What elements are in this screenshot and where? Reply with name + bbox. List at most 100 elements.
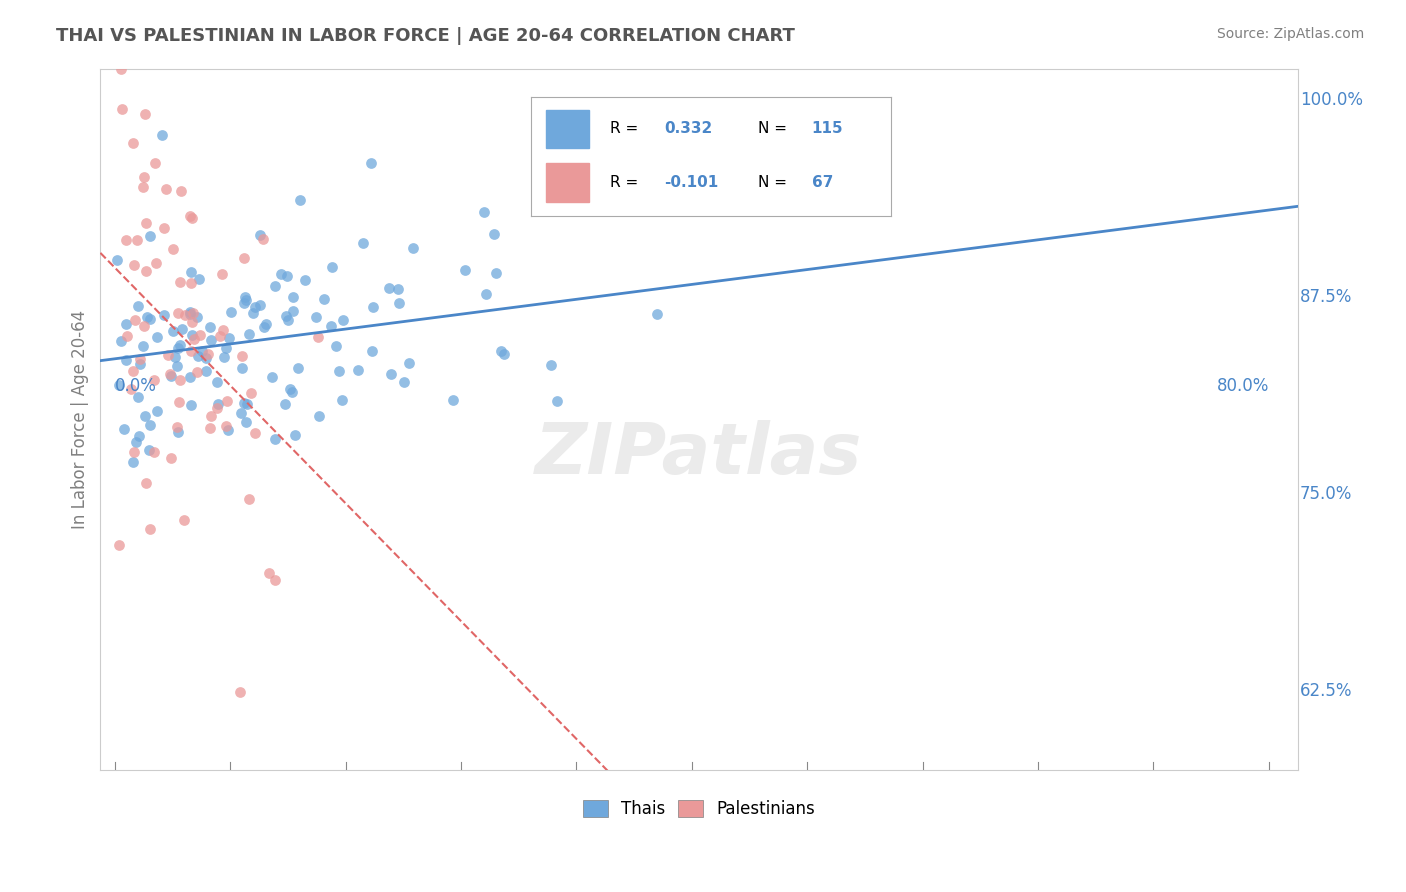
Point bbox=[186, 310, 208, 324]
Point bbox=[186, 365, 208, 379]
Point bbox=[121, 454, 143, 468]
Point bbox=[218, 330, 240, 344]
Point bbox=[134, 107, 156, 121]
Point bbox=[181, 328, 204, 343]
Point bbox=[546, 394, 568, 409]
Point bbox=[305, 310, 328, 325]
Point bbox=[540, 358, 562, 372]
Point bbox=[319, 319, 342, 334]
Text: THAI VS PALESTINIAN IN LABOR FORCE | AGE 20-64 CORRELATION CHART: THAI VS PALESTINIAN IN LABOR FORCE | AGE… bbox=[56, 27, 796, 45]
Point bbox=[233, 251, 256, 265]
Point bbox=[183, 305, 205, 319]
Point bbox=[235, 415, 257, 429]
Point bbox=[187, 272, 209, 286]
Point bbox=[257, 566, 280, 580]
Point bbox=[398, 356, 420, 370]
Point bbox=[380, 367, 402, 381]
Point bbox=[217, 423, 239, 437]
Point bbox=[181, 211, 204, 225]
Point bbox=[273, 397, 295, 411]
Point bbox=[187, 350, 209, 364]
Point bbox=[146, 403, 169, 417]
Point bbox=[197, 347, 219, 361]
Point bbox=[159, 368, 181, 382]
Text: 80.0%: 80.0% bbox=[1216, 377, 1268, 395]
Point bbox=[214, 341, 236, 355]
Point bbox=[180, 315, 202, 329]
Point bbox=[328, 364, 350, 378]
Point bbox=[105, 252, 128, 267]
Point bbox=[180, 265, 202, 279]
Point bbox=[180, 398, 202, 412]
Point bbox=[179, 209, 201, 223]
Point bbox=[212, 350, 235, 364]
Point bbox=[229, 406, 252, 420]
Point bbox=[135, 264, 157, 278]
Point bbox=[128, 352, 150, 367]
Point bbox=[166, 359, 188, 373]
Point bbox=[219, 305, 242, 319]
Point bbox=[482, 227, 505, 241]
Text: 62.5%: 62.5% bbox=[1301, 682, 1353, 700]
Point bbox=[169, 373, 191, 387]
Point bbox=[183, 332, 205, 346]
Point bbox=[207, 401, 229, 416]
Point bbox=[276, 269, 298, 284]
Point bbox=[163, 351, 186, 365]
Point bbox=[160, 369, 183, 384]
Point bbox=[253, 320, 276, 334]
Point bbox=[276, 309, 298, 323]
Point bbox=[332, 312, 354, 326]
Point bbox=[180, 276, 202, 290]
Point bbox=[132, 169, 155, 184]
Point bbox=[169, 275, 191, 289]
Point bbox=[188, 327, 211, 342]
Point bbox=[207, 375, 229, 389]
Point bbox=[112, 422, 135, 436]
Point bbox=[454, 263, 477, 277]
Point bbox=[129, 358, 152, 372]
Point bbox=[162, 324, 184, 338]
Point bbox=[195, 351, 218, 365]
Point bbox=[288, 194, 311, 208]
Point bbox=[262, 370, 284, 384]
Point bbox=[169, 338, 191, 352]
Point bbox=[138, 442, 160, 457]
Point bbox=[321, 260, 343, 275]
Point bbox=[115, 234, 138, 248]
Point bbox=[263, 432, 285, 446]
Point bbox=[361, 344, 384, 359]
Point bbox=[124, 313, 146, 327]
Point bbox=[347, 363, 370, 377]
Point bbox=[142, 373, 165, 387]
Point bbox=[330, 392, 353, 407]
Point bbox=[145, 256, 167, 270]
Text: 100.0%: 100.0% bbox=[1301, 91, 1362, 109]
Text: 75.0%: 75.0% bbox=[1301, 485, 1353, 503]
Point bbox=[179, 370, 201, 384]
Point bbox=[135, 475, 157, 490]
Point bbox=[127, 390, 149, 404]
Point bbox=[352, 235, 374, 250]
Point bbox=[122, 445, 145, 459]
Point bbox=[143, 156, 166, 170]
Point bbox=[441, 392, 464, 407]
Point bbox=[110, 62, 132, 76]
Point bbox=[125, 434, 148, 449]
Point bbox=[134, 409, 156, 423]
Point bbox=[107, 378, 129, 392]
Point bbox=[377, 281, 399, 295]
Point bbox=[392, 376, 415, 390]
Point bbox=[231, 361, 253, 376]
Point bbox=[472, 204, 495, 219]
Point bbox=[645, 307, 668, 321]
Point bbox=[215, 394, 238, 409]
Text: 87.5%: 87.5% bbox=[1301, 288, 1353, 306]
Point bbox=[145, 330, 167, 344]
Text: Source: ZipAtlas.com: Source: ZipAtlas.com bbox=[1216, 27, 1364, 41]
Point bbox=[475, 287, 498, 301]
Point bbox=[360, 156, 382, 170]
Point bbox=[138, 418, 160, 433]
Point bbox=[179, 304, 201, 318]
Point bbox=[287, 361, 309, 376]
